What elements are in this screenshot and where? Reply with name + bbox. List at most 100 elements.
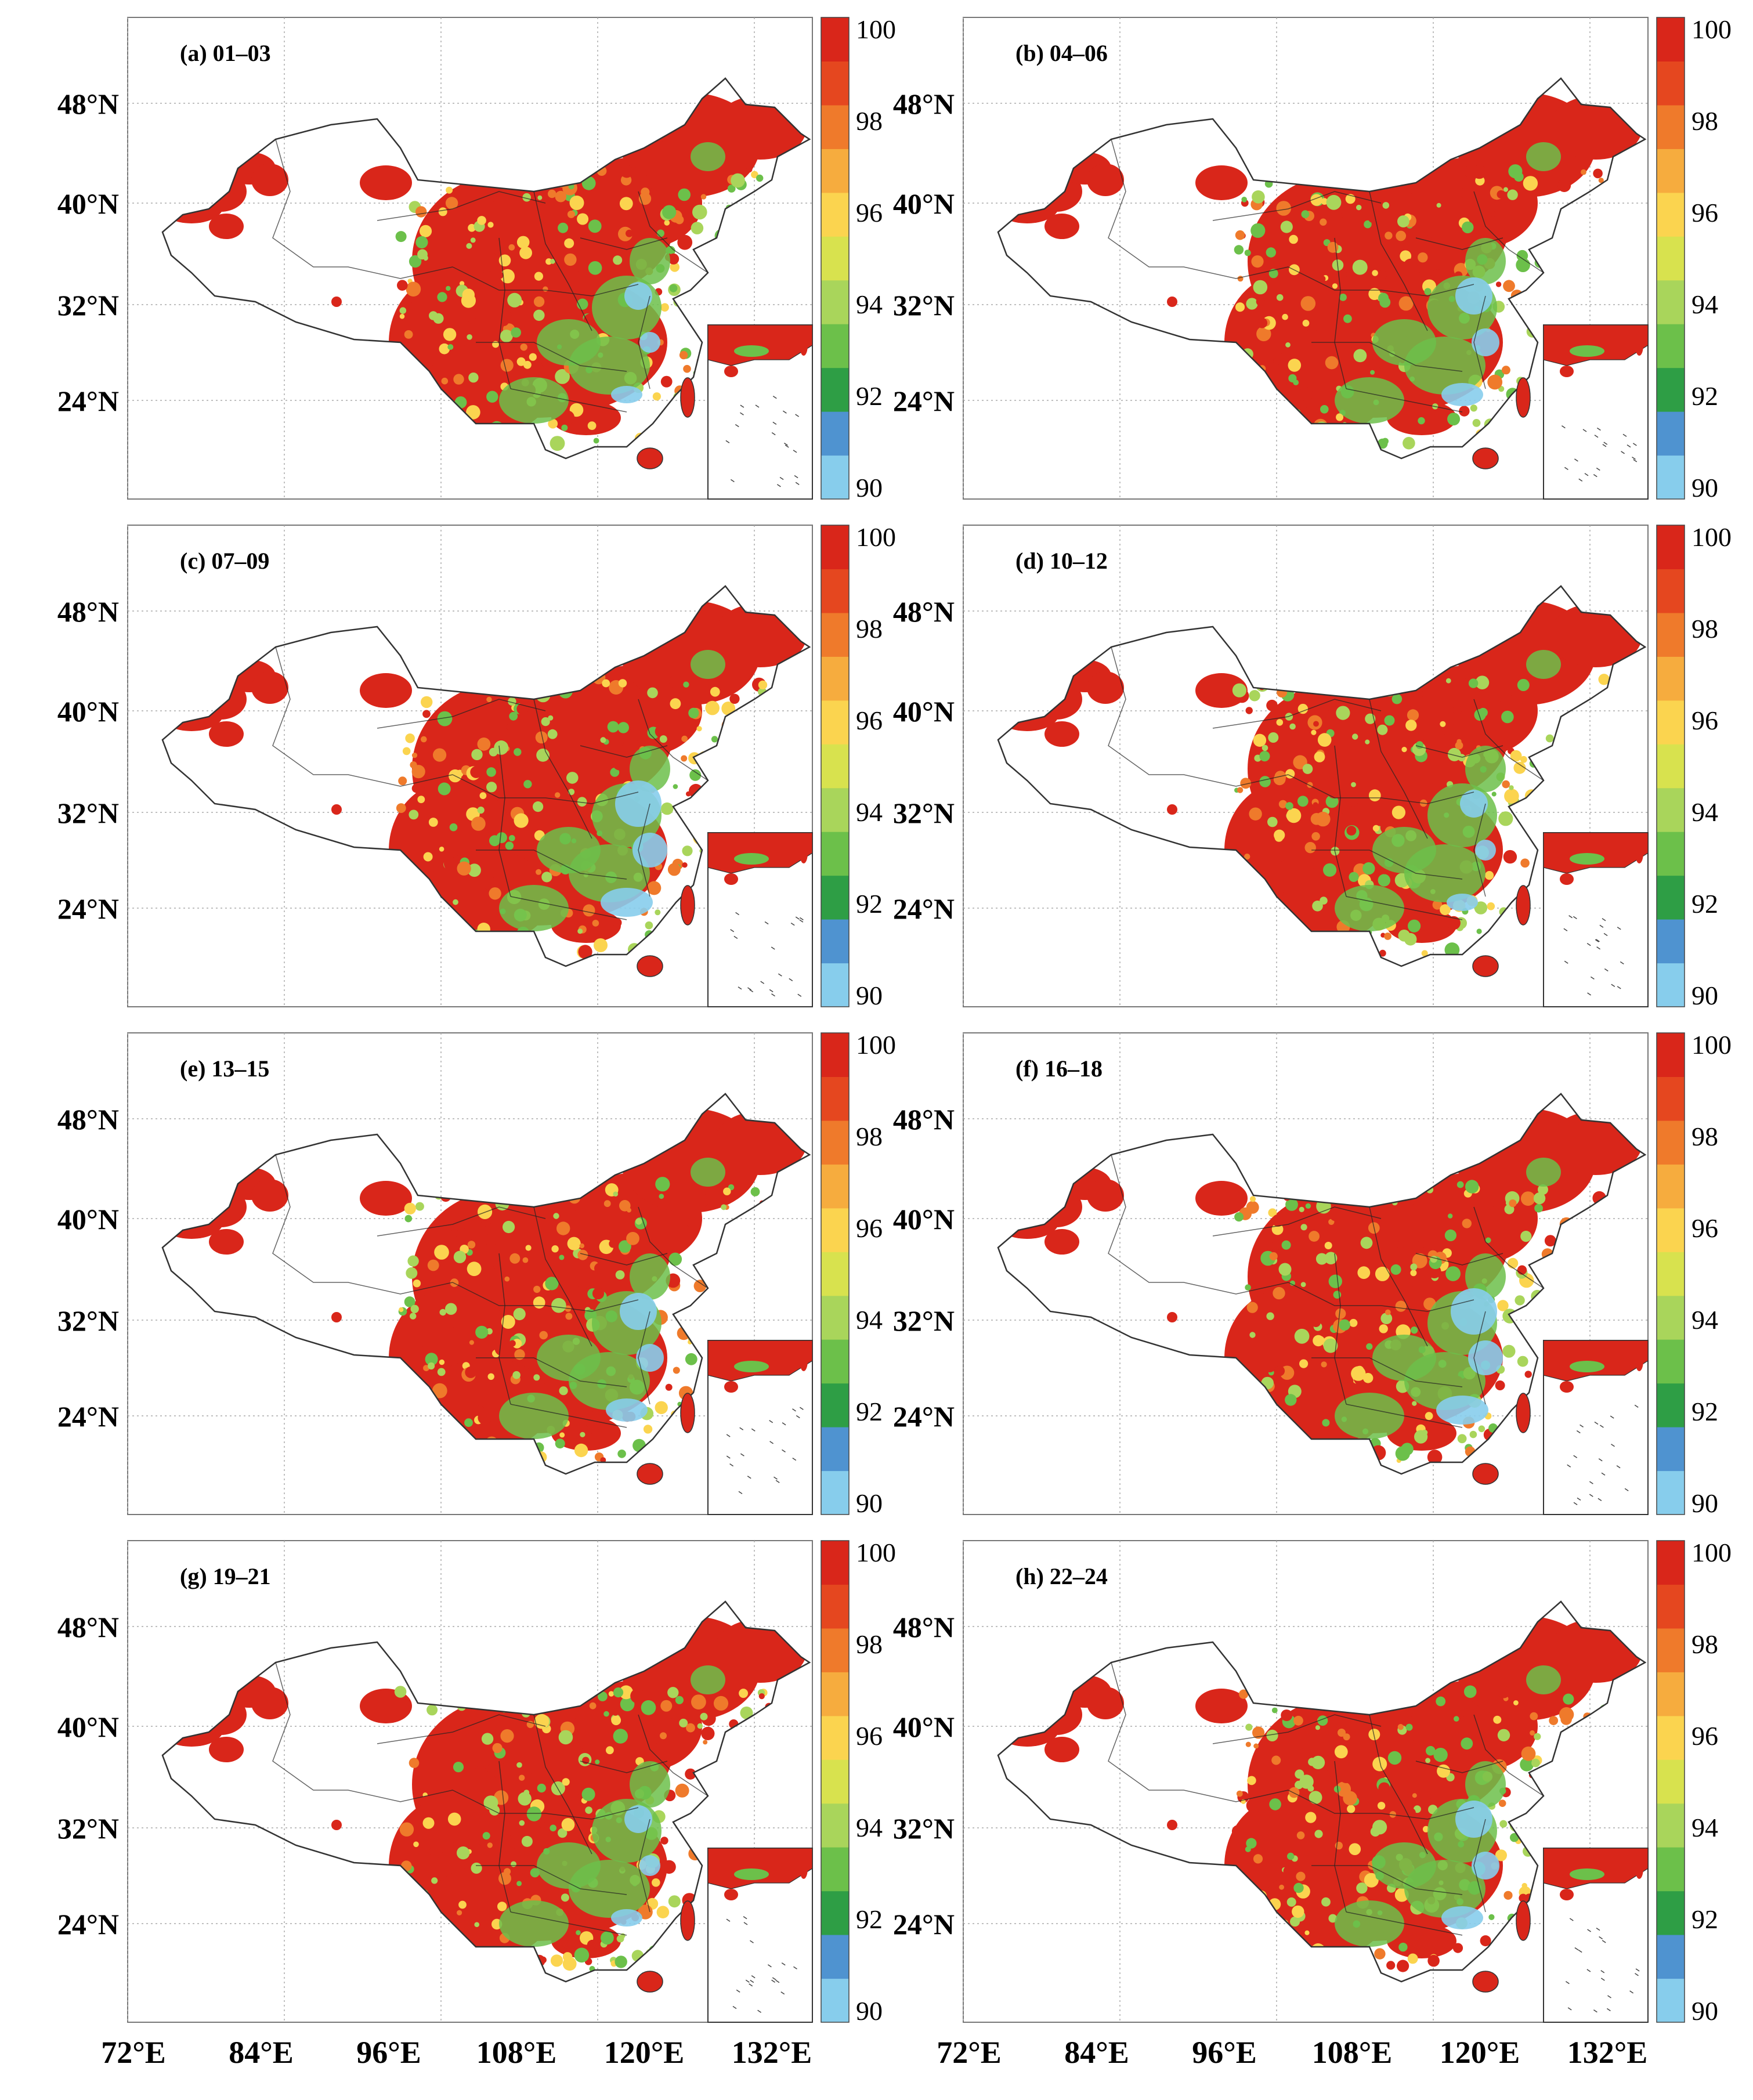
colorbar-segment — [821, 656, 849, 701]
map-panel-a: (a) 01–03 48°N 40°N 32°N 24°N 100 98 96 94 92 90 — [57, 15, 896, 503]
colorbar-tick-label: 94 — [856, 797, 883, 827]
colorbar-segment — [1657, 1541, 1685, 1585]
lat-tick-label: 24°N — [57, 892, 119, 925]
colorbar-segment — [1657, 1339, 1685, 1384]
colorbar-segment — [1657, 104, 1685, 149]
province-borders — [272, 1662, 709, 1936]
country-border — [997, 77, 1647, 460]
colorbar-segment — [1657, 411, 1685, 456]
colorbar-segment — [821, 17, 849, 62]
lat-tick-label: 40°N — [893, 187, 955, 220]
colorbar-tick-label: 94 — [856, 1813, 883, 1842]
colorbar-segment — [821, 700, 849, 744]
colorbar-tick-label: 100 — [856, 1030, 896, 1060]
graticule — [963, 1541, 1648, 2022]
map-panel-g: (g) 19–21 48°N 40°N 32°N 24°N 100 98 96 94 92 90 — [57, 1538, 896, 2026]
panel-label: (f) 16–18 — [1015, 1056, 1103, 1082]
colorbar-segment — [1657, 61, 1685, 106]
colorbar-tick-label: 94 — [856, 290, 883, 319]
colorbar-segment — [1657, 367, 1685, 412]
south-china-sea-inset — [1543, 1340, 1649, 1515]
colorbar-segment — [1657, 455, 1685, 500]
map-panel-d: (d) 10–12 48°N 40°N 32°N 24°N 100 98 96 94 92 90 — [893, 522, 1732, 1010]
lon-tick-label: 72°E — [101, 2035, 166, 2070]
colorbar-tick-label: 92 — [1691, 1397, 1718, 1426]
colorbar-tick-label: 96 — [856, 706, 883, 735]
country-border — [997, 585, 1647, 967]
lat-tick-label: 48°N — [57, 595, 119, 628]
colorbar-segment — [821, 612, 849, 657]
colorbar-tick-label: 90 — [1691, 1996, 1718, 2026]
taiwan-island — [1516, 377, 1531, 418]
colorbar-tick-label: 92 — [1691, 381, 1718, 411]
colorbar-segment — [1657, 1033, 1685, 1077]
colorbar-segment — [821, 1847, 849, 1892]
colorbar-tick-label: 100 — [1691, 1030, 1732, 1060]
colorbar-segment — [821, 1935, 849, 1979]
lat-tick-label: 24°N — [893, 1908, 955, 1940]
colorbar-segment — [821, 1164, 849, 1209]
colorbar-segment — [1657, 612, 1685, 657]
colorbar-segment — [1657, 919, 1685, 964]
colorbar-tick-label: 98 — [1691, 106, 1718, 136]
lon-tick-label: 72°E — [937, 2035, 1002, 2070]
colorbar-tick-label: 96 — [1691, 1213, 1718, 1243]
country-border — [161, 1600, 811, 1983]
graticule — [963, 1033, 1648, 1515]
colorbar-segment — [1657, 149, 1685, 193]
colorbar: 100 98 96 94 92 90 — [821, 522, 896, 1010]
panel-label: (d) 10–12 — [1015, 548, 1108, 574]
graticule — [127, 1033, 812, 1515]
small-region-mark — [331, 297, 342, 307]
colorbar-segment — [1657, 832, 1685, 876]
colorbar-tick-label: 92 — [856, 381, 883, 411]
colorbar-segment — [1657, 1584, 1685, 1629]
lat-tick-label: 40°N — [893, 1711, 955, 1743]
lon-tick-label: 120°E — [604, 2035, 685, 2070]
colorbar-tick-label: 94 — [1691, 1305, 1718, 1335]
hainan-island — [1472, 447, 1499, 469]
colorbar-segment — [821, 104, 849, 149]
country-border — [997, 1093, 1647, 1475]
colorbar: 100 98 96 94 92 90 — [821, 15, 896, 503]
lat-tick-label: 48°N — [57, 1103, 119, 1136]
lon-tick-label: 132°E — [1567, 2035, 1648, 2070]
country-border — [161, 585, 811, 967]
colorbar-segment — [821, 832, 849, 876]
colorbar-tick-label: 98 — [856, 1122, 883, 1151]
colorbar-segment — [821, 1120, 849, 1165]
lat-tick-label: 32°N — [57, 289, 119, 321]
map-panel-h: (h) 22–24 48°N 40°N 32°N 24°N 100 98 96 94 92 90 — [893, 1538, 1732, 2026]
small-region-mark — [1167, 1820, 1177, 1830]
colorbar-tick-label: 100 — [856, 1538, 896, 1567]
hainan-island — [1472, 1971, 1499, 1993]
lat-tick-label: 40°N — [57, 1711, 119, 1743]
colorbar-segment — [821, 236, 849, 281]
lat-tick-label: 32°N — [57, 1304, 119, 1337]
lat-tick-label: 40°N — [893, 1203, 955, 1235]
lon-tick-label: 108°E — [1312, 2035, 1393, 2070]
hainan-island — [637, 1971, 663, 1993]
colorbar-segment — [821, 744, 849, 789]
colorbar-tick-label: 92 — [1691, 889, 1718, 919]
colorbar-segment — [1657, 1295, 1685, 1340]
lon-tick-label: 108°E — [476, 2035, 557, 2070]
colorbar-segment — [821, 324, 849, 368]
lat-tick-label: 40°N — [57, 1203, 119, 1235]
colorbar-segment — [821, 1672, 849, 1716]
taiwan-island — [680, 1393, 695, 1433]
lat-tick-label: 24°N — [893, 385, 955, 417]
map-panel-b: (b) 04–06 48°N 40°N 32°N 24°N 100 98 96 94 92 90 — [893, 15, 1732, 503]
lat-tick-label: 48°N — [893, 1103, 955, 1136]
colorbar-tick-label: 100 — [856, 15, 896, 44]
lat-tick-label: 32°N — [893, 797, 955, 829]
colorbar-tick-label: 94 — [1691, 290, 1718, 319]
small-region-mark — [1167, 297, 1177, 307]
colorbar-tick-label: 92 — [1691, 1904, 1718, 1934]
country-border — [161, 1093, 811, 1475]
lon-tick-label: 120°E — [1440, 2035, 1520, 2070]
lat-tick-label: 24°N — [57, 1908, 119, 1940]
colorbar-segment — [821, 1628, 849, 1672]
colorbar-segment — [821, 1252, 849, 1296]
colorbar-segment — [1657, 1715, 1685, 1760]
